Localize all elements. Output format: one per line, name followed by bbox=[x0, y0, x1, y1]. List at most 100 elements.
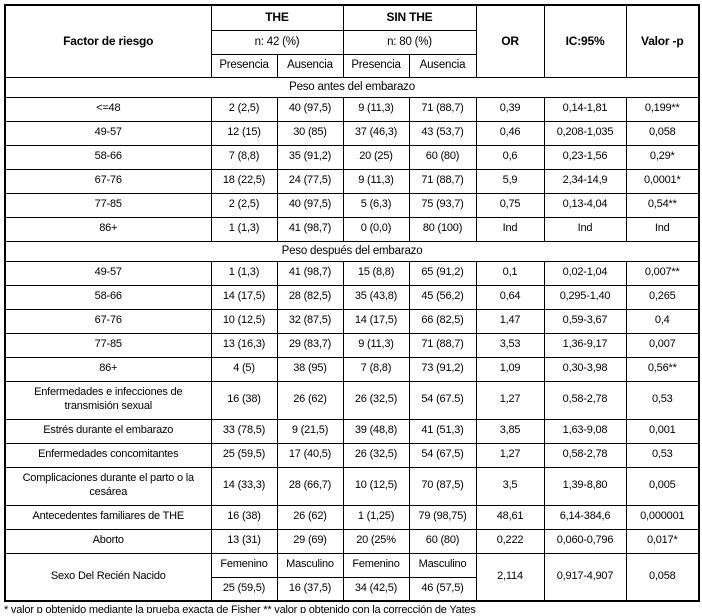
table-row: 49-57 12 (15) 30 (85) 37 (46,3) 43 (53,7) 0,4… bbox=[4, 120, 700, 146]
value-cell: 0,13-4,04 bbox=[543, 192, 627, 218]
value-cell: 66 (82,5) bbox=[408, 308, 477, 334]
value-cell: 20 (25) bbox=[342, 144, 410, 170]
value-cell: 18 (22,5) bbox=[210, 168, 278, 194]
value-cell: 2 (2,5) bbox=[210, 192, 278, 218]
value-cell: 71 (88,7) bbox=[408, 332, 477, 358]
value-cell: 0,222 bbox=[475, 528, 545, 554]
table-row: 58-66 14 (17,5) 28 (82,5) 35 (43,8) 45 (56,2… bbox=[4, 284, 700, 310]
factor-cell: <=48 bbox=[4, 96, 212, 122]
value-cell: 45 (56,2) bbox=[408, 284, 477, 310]
value-cell: 13 (31) bbox=[210, 528, 278, 554]
section-row: Peso después del embarazo bbox=[4, 240, 700, 262]
table-row: 67-76 10 (12,5) 32 (87,5) 14 (17,5) 66 (82,5… bbox=[4, 308, 700, 334]
value-cell: 1,09 bbox=[475, 356, 545, 382]
value-cell: 29 (83,7) bbox=[276, 332, 344, 358]
subheader-the-presencia: Presencia bbox=[210, 53, 278, 78]
value-cell: 0,75 bbox=[475, 192, 545, 218]
value-cell: 3,53 bbox=[475, 332, 545, 358]
value-cell: 26 (62) bbox=[276, 380, 344, 420]
value-cell: 24 (77,5) bbox=[276, 168, 344, 194]
factor-cell: 58-66 bbox=[4, 284, 212, 310]
value-cell: 6,14-384,6 bbox=[543, 504, 627, 530]
value-cell: 0,59-3,67 bbox=[543, 308, 627, 334]
value-cell: 7 (8,8) bbox=[210, 144, 278, 170]
value-cell: 2 (2,5) bbox=[210, 96, 278, 122]
header-row-n: n: 42 (%) n: 80 (%) bbox=[5, 29, 699, 55]
value-cell: 9 (11,3) bbox=[342, 168, 410, 194]
value-cell: 0,30-3,98 bbox=[543, 356, 627, 382]
value-cell: 0,14-1,81 bbox=[543, 96, 627, 122]
value-cell: 0,001 bbox=[625, 418, 700, 444]
value-cell: 0,917-4,907 bbox=[543, 552, 627, 602]
n-sin-the-label: n: 80 (%) bbox=[342, 29, 477, 55]
value-cell: 16 (37,5) bbox=[276, 576, 344, 602]
value-cell: 1,27 bbox=[475, 380, 545, 420]
value-cell: 0,265 bbox=[625, 284, 700, 310]
value-cell: 37 (46,3) bbox=[342, 120, 410, 146]
value-cell: 0,058 bbox=[625, 552, 700, 602]
table-row: 77-85 2 (2,5) 40 (97,5) 5 (6,3) 75 (93,7) 0,7… bbox=[4, 192, 700, 218]
factor-cell: Enfermedades e infecciones de transmisió… bbox=[4, 380, 212, 420]
sex-subheader-cell: Femenino bbox=[342, 552, 410, 578]
value-cell: 9 (11,3) bbox=[342, 332, 410, 358]
value-cell: 3,85 bbox=[475, 418, 545, 444]
value-cell: 46 (57,5) bbox=[408, 576, 477, 602]
value-cell: 0,56** bbox=[625, 356, 700, 382]
value-cell: 0,23-1,56 bbox=[543, 144, 627, 170]
value-cell: 12 (15) bbox=[210, 120, 278, 146]
value-cell: 1,63-9,08 bbox=[543, 418, 627, 444]
value-cell: 1,47 bbox=[475, 308, 545, 334]
table-row: Sexo Del Recién Nacido Femenino Masculino F… bbox=[4, 552, 700, 602]
factor-cell: Sexo Del Recién Nacido bbox=[4, 552, 212, 602]
col-header-or: OR bbox=[475, 4, 545, 78]
header-row-groups: Factor de riesgo THE SIN THE OR IC:95% V… bbox=[4, 4, 700, 78]
value-cell: 0,6 bbox=[475, 144, 545, 170]
section-label: Peso antes del embarazo bbox=[4, 76, 700, 98]
value-cell: 0,58-2,78 bbox=[543, 380, 627, 420]
table-row: 49-57 1 (1,3) 41 (98,7) 15 (8,8) 65 (91,2) 0,… bbox=[4, 260, 700, 286]
value-cell: 35 (91,2) bbox=[276, 144, 344, 170]
value-cell: 41 (98,7) bbox=[276, 216, 344, 242]
factor-cell: Aborto bbox=[4, 528, 212, 554]
factor-cell: 49-57 bbox=[4, 260, 212, 286]
subheader-sinthe-ausencia: Ausencia bbox=[408, 53, 477, 78]
value-cell: 0,46 bbox=[475, 120, 545, 146]
col-header-ic95: IC:95% bbox=[543, 4, 627, 78]
value-cell: 14 (33,3) bbox=[210, 466, 278, 506]
value-cell: 65 (91,2) bbox=[408, 260, 477, 286]
value-cell: 34 (42,5) bbox=[342, 576, 410, 602]
factor-cell: Complicaciones durante el parto o la ces… bbox=[4, 466, 212, 506]
value-cell: 5 (6,3) bbox=[342, 192, 410, 218]
value-cell: 0,0001* bbox=[625, 168, 700, 194]
value-cell: 28 (66,7) bbox=[276, 466, 344, 506]
value-cell: 2,114 bbox=[475, 552, 545, 602]
value-cell: 16 (38) bbox=[210, 380, 278, 420]
table-row: 25 (59,5) 16 (37,5) 34 (42,5) 46 (57,5) bbox=[5, 576, 699, 602]
value-cell: 60 (80) bbox=[408, 528, 477, 554]
value-cell: 25 (59,5) bbox=[210, 442, 278, 468]
value-cell: 0,39 bbox=[475, 96, 545, 122]
value-cell: 0,000001 bbox=[625, 504, 700, 530]
subheader-the-ausencia: Ausencia bbox=[276, 53, 344, 78]
value-cell: 41 (98,7) bbox=[276, 260, 344, 286]
value-cell: 1,27 bbox=[475, 442, 545, 468]
value-cell: 80 (100) bbox=[408, 216, 477, 242]
table-row: 67-76 18 (22,5) 24 (77,5) 9 (11,3) 71 (88,7)… bbox=[4, 168, 700, 194]
value-cell: 15 (8,8) bbox=[342, 260, 410, 286]
value-cell: 9 (21,5) bbox=[276, 418, 344, 444]
value-cell: 39 (48,8) bbox=[342, 418, 410, 444]
value-cell: 3,5 bbox=[475, 466, 545, 506]
factor-cell: 77-85 bbox=[4, 332, 212, 358]
footnote-clipped: * valor p obtenido mediante la prueba ex… bbox=[4, 604, 476, 613]
table-body: Peso antes del embarazo <=48 2 (2,5) 40 (97… bbox=[4, 76, 700, 602]
value-cell: 71 (88,7) bbox=[408, 168, 477, 194]
value-cell: 32 (87,5) bbox=[276, 308, 344, 334]
value-cell: 1 (1,3) bbox=[210, 216, 278, 242]
factor-cell: 67-76 bbox=[4, 308, 212, 334]
value-cell: 40 (97,5) bbox=[276, 96, 344, 122]
factor-cell: 58-66 bbox=[4, 144, 212, 170]
factor-cell: Enfermedades concomitantes bbox=[4, 442, 212, 468]
value-cell: 33 (78,5) bbox=[210, 418, 278, 444]
value-cell: 10 (12,5) bbox=[342, 466, 410, 506]
